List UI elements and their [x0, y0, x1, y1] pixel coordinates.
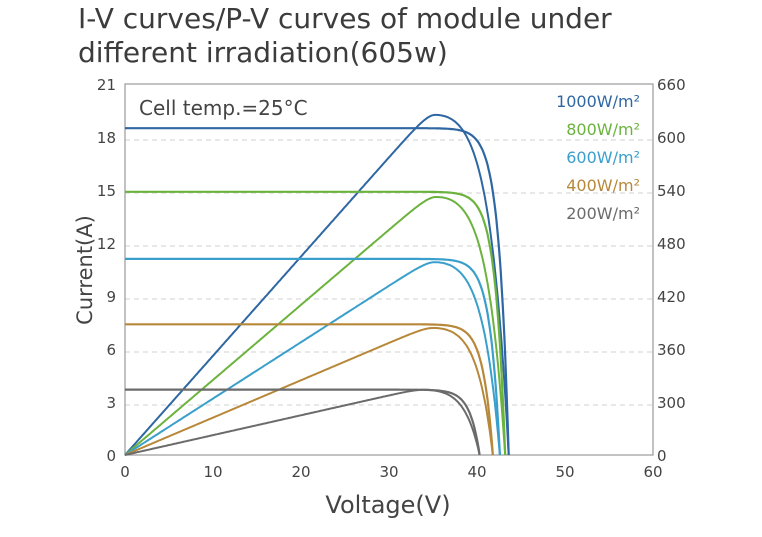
iv-curve-4 — [125, 388, 481, 456]
pv-curve-2 — [124, 261, 501, 456]
y-tick-label: 9 — [106, 288, 116, 306]
y2-tick-label: 540 — [657, 182, 686, 200]
y-tick-label: 18 — [97, 129, 116, 147]
x-tick-label: 0 — [120, 463, 130, 481]
x-tick-label: 20 — [291, 463, 310, 481]
x-tick-label: 40 — [467, 463, 486, 481]
pv-curve-1 — [124, 196, 507, 456]
chart-title-line2: different irradiation(605w) — [78, 36, 448, 69]
legend-entry: 800W/m² — [566, 120, 640, 139]
y-tick-label: 21 — [97, 76, 116, 94]
y-axis-label: Current(A) — [73, 215, 97, 325]
x-axis-label: Voltage(V) — [325, 491, 450, 519]
pv-curve-4 — [124, 388, 481, 456]
y2-tick-label: 360 — [657, 341, 686, 359]
y-tick-label: 3 — [106, 394, 116, 412]
y2-tick-label: 660 — [657, 76, 686, 94]
iv-curve-2 — [125, 257, 501, 456]
pv-curve-3 — [124, 327, 494, 456]
y2-tick-label: 420 — [657, 288, 686, 306]
legend-entry: 200W/m² — [566, 204, 640, 223]
y-tick-label: 6 — [106, 341, 116, 359]
y2-tick-label: 600 — [657, 129, 686, 147]
y2-tick-label: 0 — [657, 447, 667, 465]
plot-frame — [124, 83, 654, 456]
x-tick-label: 10 — [203, 463, 222, 481]
x-tick-label: 30 — [379, 463, 398, 481]
y2-tick-label: 300 — [657, 394, 686, 412]
x-tick-label: 50 — [555, 463, 574, 481]
y-tick-label: 15 — [97, 182, 116, 200]
chart-title-line1: I-V curves/P-V curves of module under — [78, 2, 612, 35]
cell-temp-annotation: Cell temp.=25°C — [139, 96, 308, 120]
x-tick-label: 60 — [643, 463, 662, 481]
pv-curve-0 — [124, 113, 510, 456]
y2-tick-label: 480 — [657, 235, 686, 253]
y-tick-label: 12 — [97, 235, 116, 253]
legend-entry: 600W/m² — [566, 148, 640, 167]
iv-curve-0 — [125, 127, 510, 456]
iv-curve-1 — [125, 190, 507, 456]
iv-curve-3 — [125, 323, 494, 456]
legend-entry: 1000W/m² — [556, 92, 640, 111]
legend-entry: 400W/m² — [566, 176, 640, 195]
y-tick-label: 0 — [106, 447, 116, 465]
